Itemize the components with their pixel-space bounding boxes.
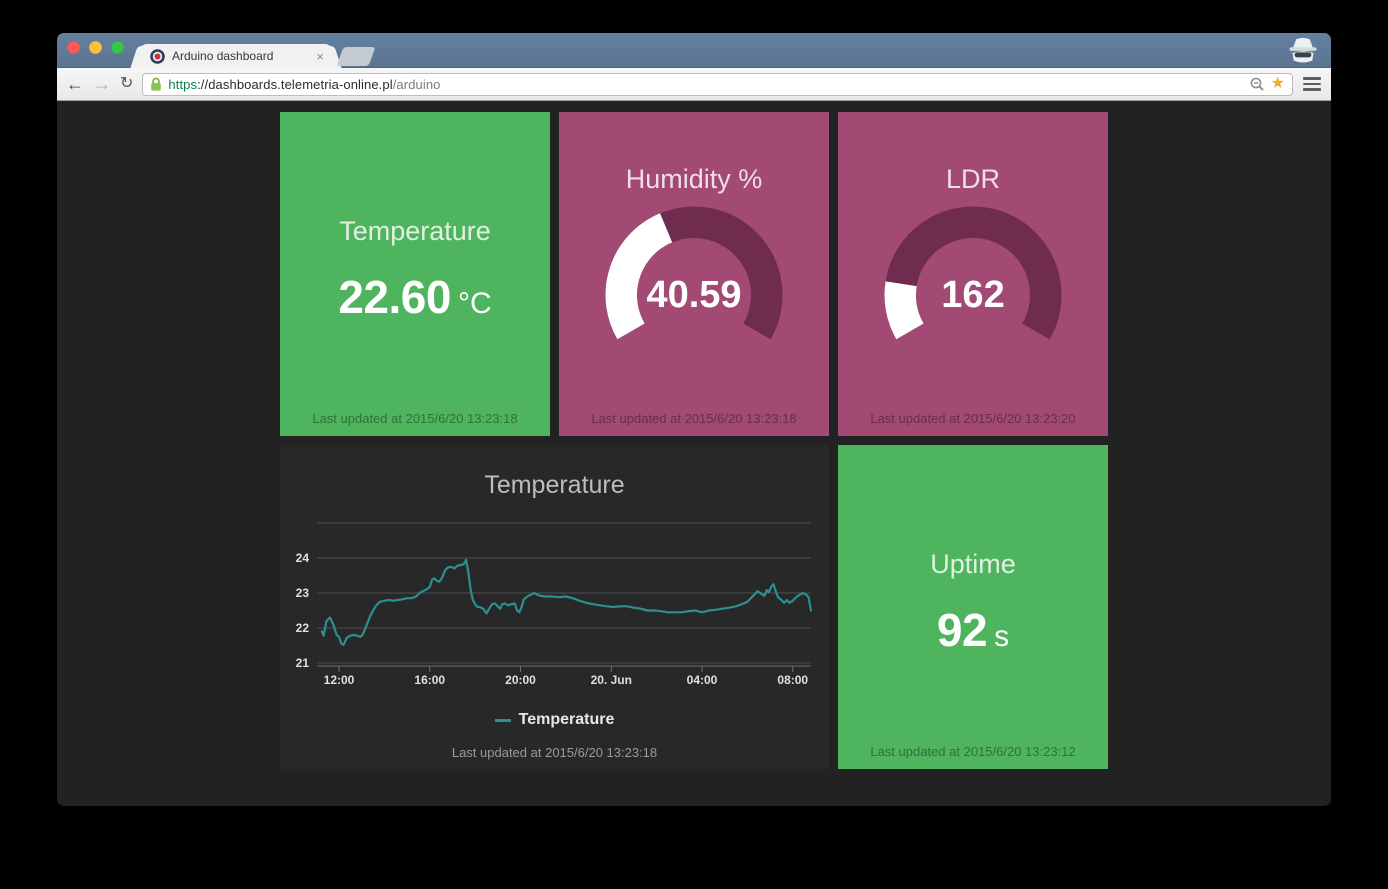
svg-text:12:00: 12:00 — [324, 673, 355, 687]
svg-text:20. Jun: 20. Jun — [591, 673, 632, 687]
url-text: https://dashboards.telemetria-online.pl/… — [168, 77, 1243, 92]
legend-series-label: Temperature — [518, 711, 615, 728]
tile-ldr-gauge: LDR 162 Last updated at 2015/6/20 13:23:… — [838, 112, 1108, 436]
svg-text:22: 22 — [296, 621, 310, 635]
tab-arduino-dashboard[interactable]: Arduino dashboard × — [140, 44, 332, 68]
last-updated-text: Last updated at 2015/6/20 13:23:18 — [451, 745, 658, 760]
uptime-unit: s — [994, 620, 1010, 653]
browser-toolbar: ← → ↻ https://dashboards.telemetria-onli… — [57, 68, 1331, 101]
tile-title: Humidity % — [625, 164, 763, 194]
temperature-unit: °C — [457, 287, 492, 320]
back-button[interactable]: ← — [66, 74, 84, 94]
tab-title: Arduino dashboard — [172, 49, 274, 63]
dashboard-grid: Temperature 22.60 °C Last updated at 201… — [280, 112, 1108, 769]
svg-text:21: 21 — [296, 656, 310, 670]
last-updated-text: Last updated at 2015/6/20 13:23:20 — [870, 411, 1076, 426]
browser-window: Arduino dashboard × ← → ↻ — [57, 33, 1331, 806]
last-updated-text: Last updated at 2015/6/20 13:23:12 — [870, 744, 1076, 759]
chart-legend[interactable]: Temperature — [280, 711, 829, 729]
legend-series-dash — [494, 718, 511, 722]
zoom-window-button[interactable] — [111, 41, 124, 54]
uptime-value: 92 s — [838, 603, 1108, 657]
humidity-gauge — [594, 195, 794, 395]
tab-close-icon[interactable]: × — [316, 48, 324, 64]
https-lock-icon — [150, 77, 162, 92]
last-updated-text: Last updated at 2015/6/20 13:23:18 — [591, 411, 797, 426]
ldr-value: 162 — [941, 274, 1005, 316]
reload-button[interactable]: ↻ — [120, 75, 134, 92]
tile-title: LDR — [945, 164, 1000, 194]
url-path: /arduino — [392, 76, 441, 92]
minimize-window-button[interactable] — [89, 41, 102, 54]
temperature-number: 22.60 — [338, 271, 451, 323]
zoom-out-icon[interactable] — [1250, 77, 1265, 92]
tile-title: Uptime — [930, 549, 1016, 579]
tile-humidity-gauge: Humidity % 40.59 Last updated at 2015/6/… — [559, 112, 829, 436]
last-updated-text: Last updated at 2015/6/20 13:23:18 — [312, 411, 518, 426]
temperature-plot: 21 22 23 24 12:00 16:00 20:00 20. Jun 04:00 08:00 — [296, 522, 813, 687]
tile-uptime-value: Uptime 92 s Last updated at 2015/6/20 13… — [838, 445, 1108, 769]
url-host: ://dashboards.telemetria-online.pl — [197, 76, 393, 92]
ldr-gauge — [873, 195, 1073, 395]
close-window-button[interactable] — [67, 41, 80, 54]
bookmark-star-icon[interactable]: ★ — [1270, 75, 1285, 92]
svg-text:24: 24 — [296, 551, 310, 565]
tile-temperature-chart: Temperature 21 22 23 24 12:00 16:00 20:00 20. J… — [280, 445, 829, 769]
svg-text:20:00: 20:00 — [505, 673, 536, 687]
incognito-spy-icon — [1286, 36, 1320, 70]
svg-text:23: 23 — [296, 586, 310, 600]
url-scheme: https — [168, 76, 198, 92]
svg-text:08:00: 08:00 — [777, 673, 808, 687]
window-controls — [67, 41, 124, 54]
chart-title: Temperature — [484, 471, 625, 499]
humidity-value: 40.59 — [646, 274, 742, 316]
temperature-series-line — [320, 558, 813, 646]
tile-title: Temperature — [339, 216, 491, 246]
svg-text:04:00: 04:00 — [687, 673, 718, 687]
new-tab-button[interactable] — [336, 47, 376, 66]
tab-favicon-icon — [150, 48, 165, 64]
chrome-menu-icon[interactable] — [1302, 75, 1322, 93]
uptime-number: 92 — [936, 604, 988, 656]
dashboard-viewport: Temperature 22.60 °C Last updated at 201… — [57, 101, 1331, 805]
temperature-value: 22.60 °C — [280, 270, 550, 324]
tile-temperature-value: Temperature 22.60 °C Last updated at 201… — [280, 112, 550, 436]
tab-strip: Arduino dashboard × — [57, 33, 1331, 68]
forward-button[interactable]: → — [93, 74, 111, 94]
address-bar[interactable]: https://dashboards.telemetria-online.pl/… — [142, 72, 1293, 96]
svg-text:16:00: 16:00 — [414, 673, 445, 687]
